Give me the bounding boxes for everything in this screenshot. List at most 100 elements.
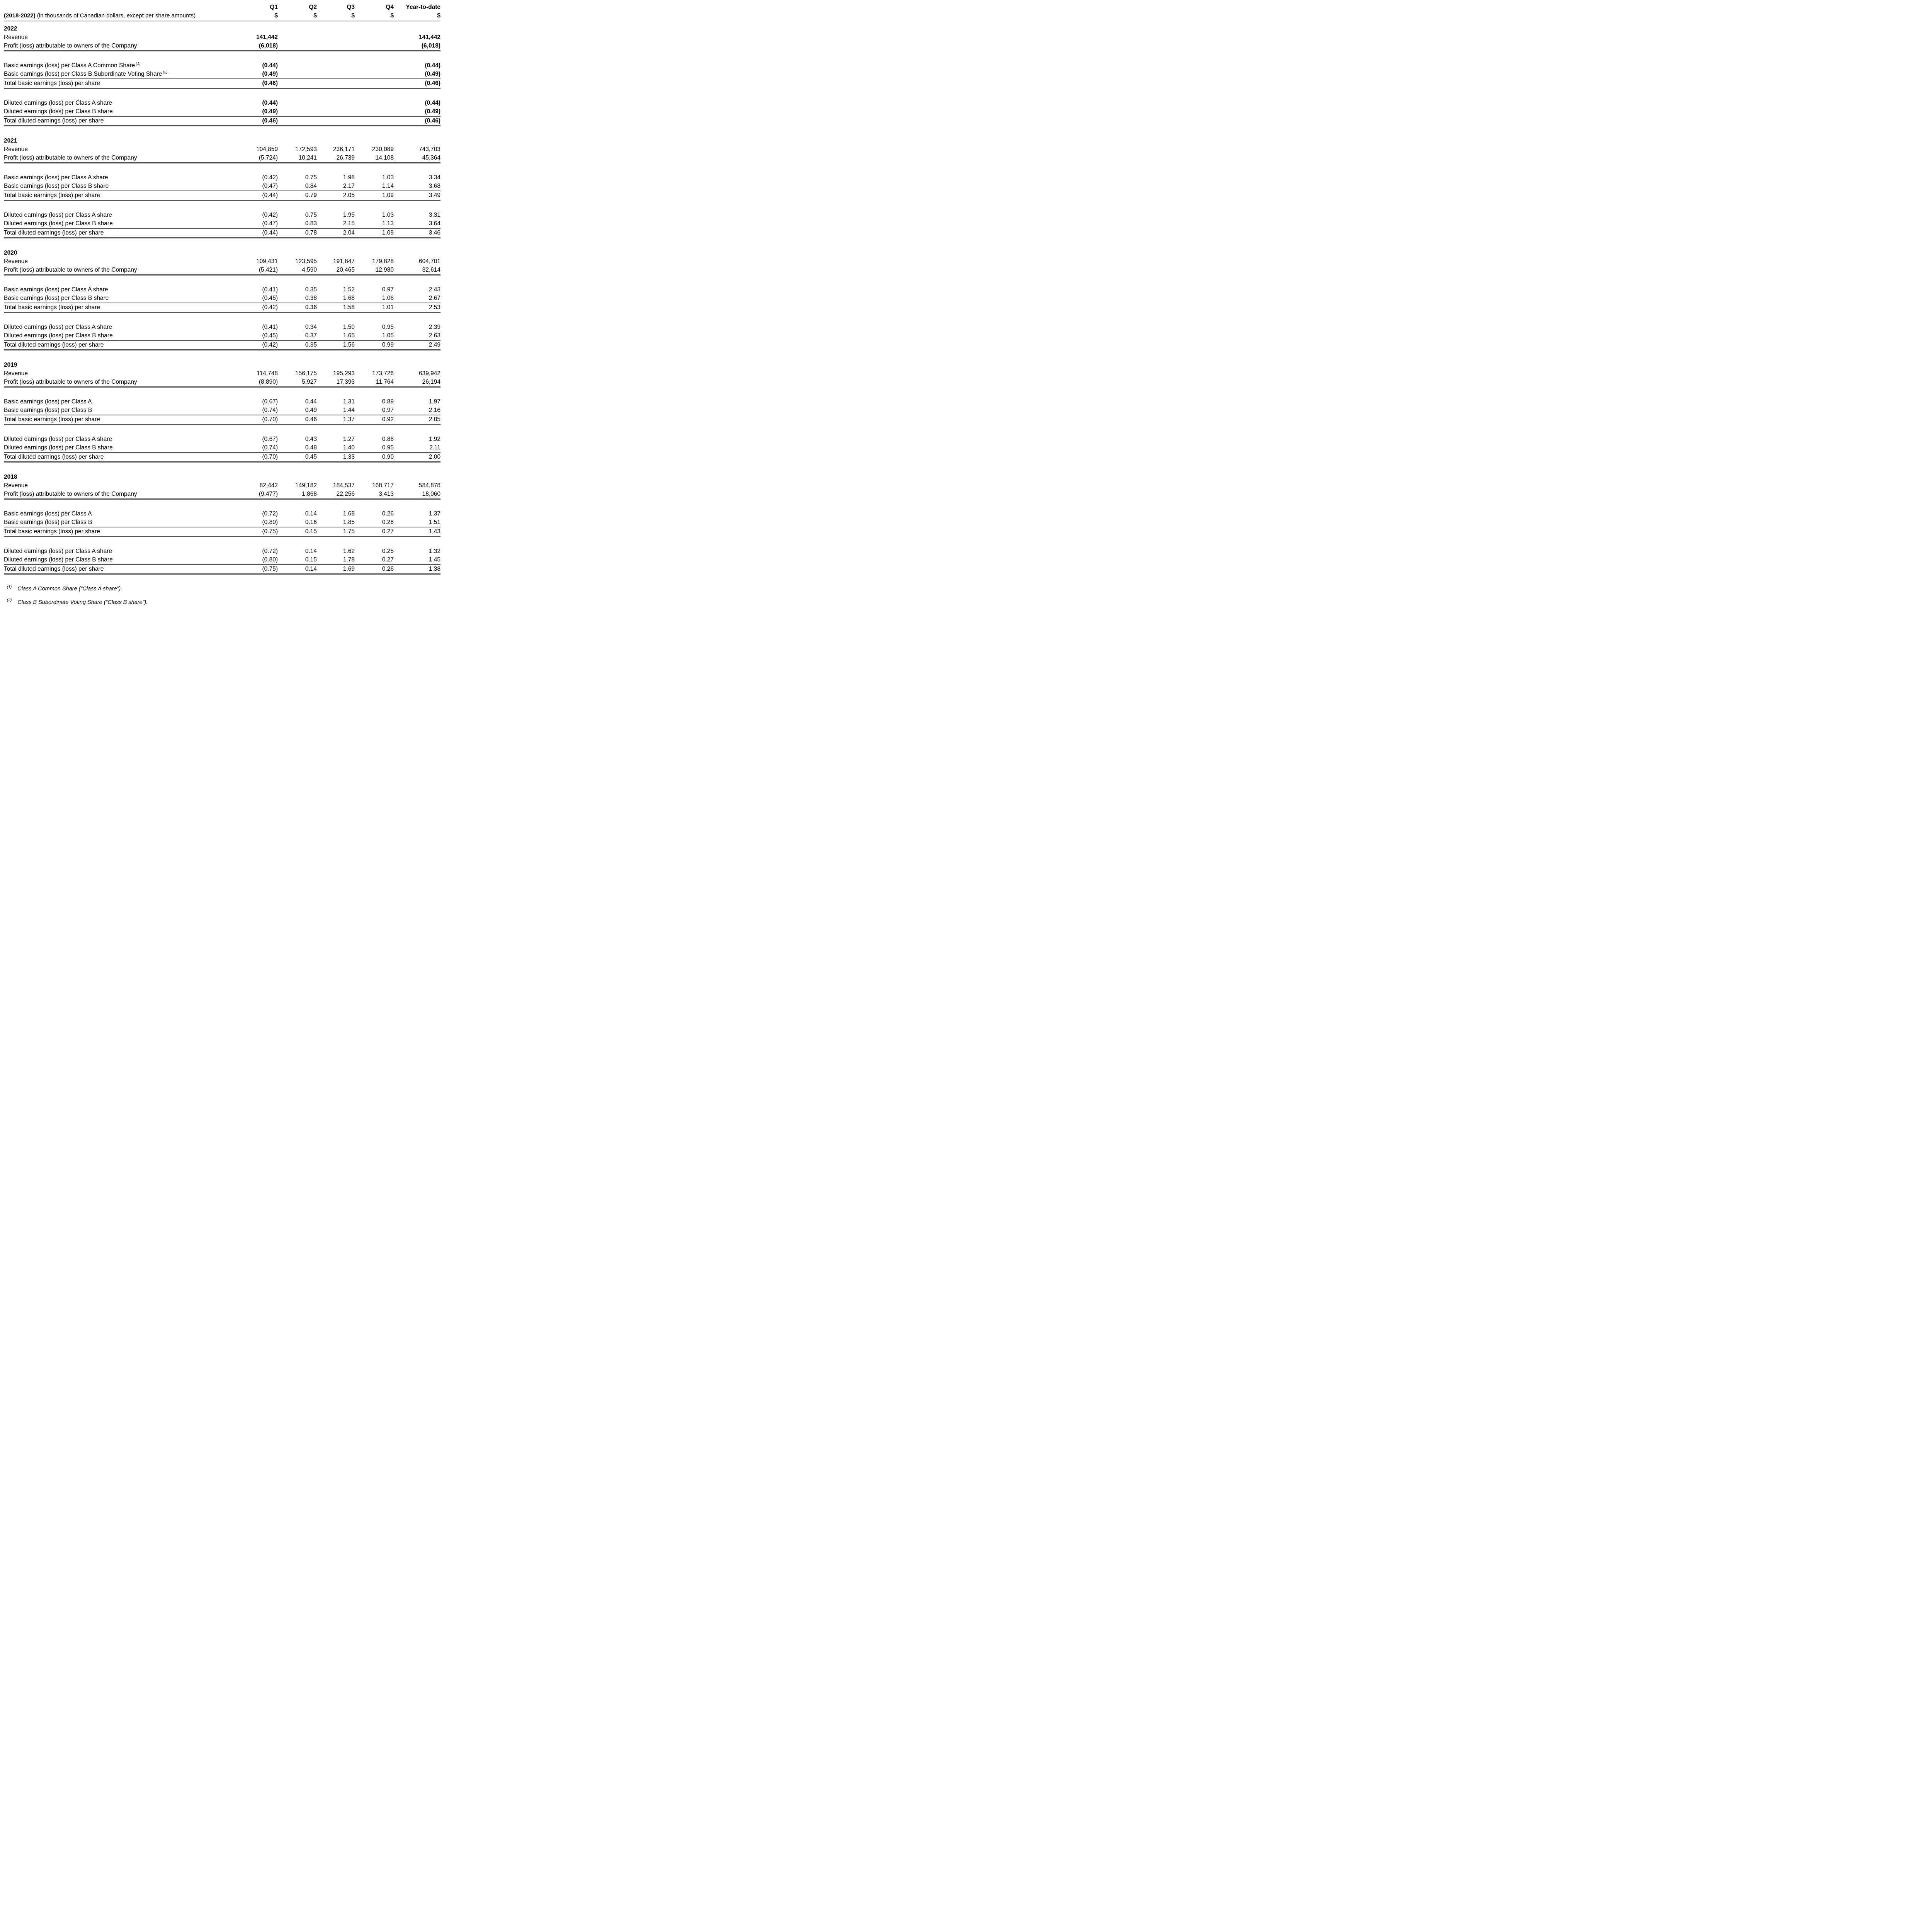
cell-value: 1.03	[382, 212, 394, 218]
spacer	[4, 276, 440, 286]
cell-value: (0.46)	[425, 80, 441, 87]
cell-value: 1.09	[382, 192, 394, 199]
report-page: Q1 Q2 Q3 Q4 Year-to-date (2018-2022) (in…	[0, 0, 446, 613]
cell-value: (0.41)	[262, 286, 278, 293]
cell-value: 1.03	[382, 174, 394, 181]
row-divider	[4, 237, 440, 238]
cell-value	[278, 107, 317, 116]
table-header: Q1 Q2 Q3 Q4 Year-to-date (2018-2022) (in…	[4, 3, 440, 25]
row-label: Basic earnings (loss) per Class A Common…	[4, 61, 141, 69]
table-row: Profit (loss) attributable to owners of …	[4, 154, 440, 162]
cell-value: 22,256	[336, 491, 355, 497]
footnote-reference: (1)	[136, 61, 141, 66]
divider-line	[4, 78, 440, 79]
cell-value: 1.52	[343, 286, 355, 293]
divider-line	[4, 200, 440, 201]
cell-value: 5,927	[302, 379, 317, 385]
gap	[4, 350, 440, 361]
cell-value: 2.53	[429, 304, 440, 311]
cell-value: (0.74)	[262, 444, 278, 451]
spacer-row	[4, 500, 440, 510]
cell-value: 10,241	[298, 155, 317, 161]
row-label: Profit (loss) attributable to owners of …	[4, 43, 137, 49]
table-row: Total basic earnings (loss) per share (0.…	[4, 191, 440, 200]
table-row: Revenue 109,431 123,595 191,847 179,828 604,7…	[4, 257, 440, 266]
row-divider	[4, 340, 440, 341]
cell-value: 1.27	[343, 436, 355, 442]
cell-value: (0.67)	[262, 436, 278, 442]
cell-value: 32,614	[422, 267, 440, 273]
cell-value: 14,108	[375, 155, 394, 161]
gap	[4, 126, 440, 137]
row-label: Revenue	[4, 370, 28, 377]
cell-value: 141,442	[418, 34, 440, 41]
title-period: (2018-2022)	[4, 12, 36, 19]
row-label: Revenue	[4, 34, 28, 41]
spacer-row	[4, 89, 440, 99]
section-gap	[4, 238, 440, 249]
cell-value: 0.84	[305, 183, 317, 189]
cell-value: 195,293	[333, 370, 355, 377]
spacer-row	[4, 537, 440, 547]
cell-value: 1.45	[429, 556, 440, 563]
table-row: Total basic earnings (loss) per share (0.…	[4, 527, 440, 536]
cell-value: 156,175	[295, 370, 317, 377]
cell-value: 2.67	[429, 295, 440, 301]
cell-value: 1.37	[343, 416, 355, 423]
row-label: Total basic earnings (loss) per share	[4, 192, 100, 199]
cell-value	[278, 33, 317, 42]
cell-value: 3.46	[429, 230, 440, 236]
cell-value: 4,590	[302, 267, 317, 273]
row-label: Total diluted earnings (loss) per share	[4, 117, 104, 124]
row-divider	[4, 564, 440, 565]
row-label: Diluted earnings (loss) per Class B shar…	[4, 444, 113, 451]
footnote-2: (2) Class B Subordinate Voting Share (“Cl…	[7, 595, 440, 608]
cell-value: (0.70)	[262, 416, 278, 423]
cell-value: 3.31	[429, 212, 440, 218]
row-label: Basic earnings (loss) per Class B	[4, 407, 92, 413]
cell-value: 2.05	[429, 416, 440, 423]
spacer-row	[4, 201, 440, 211]
cell-value	[317, 33, 355, 42]
currency-symbol-ytd: $	[437, 12, 440, 19]
table-row: Revenue 104,850 172,593 236,171 230,089 743,7…	[4, 145, 440, 154]
cell-value: 1.40	[343, 444, 355, 451]
row-label: Total basic earnings (loss) per share	[4, 80, 100, 87]
table-row: Diluted earnings (loss) per Class A shar…	[4, 99, 440, 107]
cell-value	[278, 42, 317, 50]
table-row: Diluted earnings (loss) per Class B shar…	[4, 556, 440, 564]
cell-value: 0.28	[382, 519, 394, 526]
cell-value: (0.49)	[262, 108, 278, 115]
footnotes: (1) Class A Common Share (“Class A share”…	[4, 582, 440, 608]
row-divider	[4, 228, 440, 229]
cell-value: 2.63	[429, 332, 440, 339]
cell-value: 1.37	[429, 510, 440, 517]
row-label: Profit (loss) attributable to owners of …	[4, 379, 137, 385]
spacer-row	[4, 276, 440, 286]
cell-value: (5,421)	[259, 267, 278, 273]
cell-value: 2.04	[343, 230, 355, 236]
cell-value: (0.80)	[262, 519, 278, 526]
cell-value: 3.49	[429, 192, 440, 199]
cell-value	[355, 99, 394, 107]
table-row: Basic earnings (loss) per Class A share (…	[4, 173, 440, 182]
cell-value: 0.99	[382, 342, 394, 348]
row-label: Basic earnings (loss) per Class A share	[4, 174, 108, 181]
footnote-2-text: Class B Subordinate Voting Share (“Class…	[17, 599, 148, 605]
divider-line	[4, 190, 440, 191]
row-divider	[4, 125, 440, 126]
row-divider	[4, 386, 440, 388]
table-row: Diluted earnings (loss) per Class A shar…	[4, 435, 440, 444]
section-gap	[4, 463, 440, 473]
year-heading-row: 2021	[4, 137, 440, 145]
row-divider	[4, 424, 440, 425]
cell-value: 0.89	[382, 398, 394, 405]
table-row: Basic earnings (loss) per Class B share (…	[4, 294, 440, 303]
cell-value: 1.65	[343, 332, 355, 339]
cell-value: 2.17	[343, 183, 355, 189]
footnote-reference: (2)	[163, 70, 168, 75]
cell-value: (0.44)	[262, 100, 278, 106]
spacer	[4, 537, 440, 547]
cell-value: 0.25	[382, 548, 394, 554]
row-label: Diluted earnings (loss) per Class B shar…	[4, 108, 113, 115]
